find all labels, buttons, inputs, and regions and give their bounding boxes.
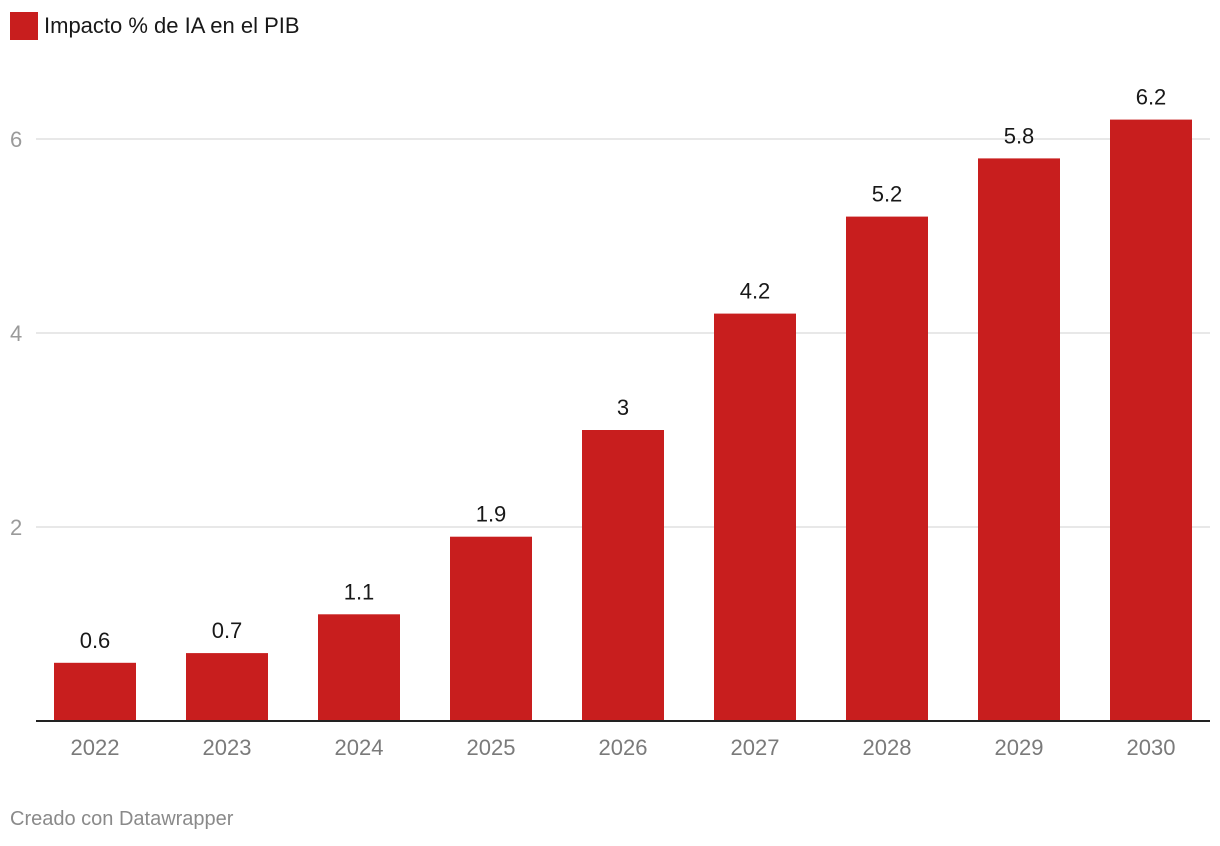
value-label-2022: 0.6 <box>80 628 111 653</box>
x-tick-label-2027: 2027 <box>731 735 780 760</box>
x-tick-label-2022: 2022 <box>71 735 120 760</box>
value-label-2030: 6.2 <box>1136 85 1167 110</box>
value-label-2023: 0.7 <box>212 618 243 643</box>
bar-2026 <box>582 430 664 721</box>
x-tick-label-2029: 2029 <box>995 735 1044 760</box>
legend-label: Impacto % de IA en el PIB <box>44 13 300 38</box>
bar-2027 <box>714 313 796 721</box>
value-label-2024: 1.1 <box>344 579 375 604</box>
bars <box>54 119 1192 722</box>
bar-2030 <box>1110 119 1192 722</box>
bar-2029 <box>978 158 1060 721</box>
y-tick-label: 6 <box>10 127 22 152</box>
value-label-2026: 3 <box>617 395 629 420</box>
x-tick-label-2025: 2025 <box>467 735 516 760</box>
y-tick-label: 2 <box>10 515 22 540</box>
bar-2024 <box>318 614 400 721</box>
bar-2025 <box>450 536 532 721</box>
legend-swatch <box>10 12 38 40</box>
bar-2028 <box>846 216 928 721</box>
value-label-2025: 1.9 <box>476 502 507 527</box>
x-axis-ticks: 2022 2023 2024 2025 2026 2027 2028 2029 2030 <box>71 735 1176 760</box>
bar-2022 <box>54 662 136 721</box>
value-label-2028: 5.2 <box>872 182 903 207</box>
x-tick-label-2023: 2023 <box>203 735 252 760</box>
bar-2023 <box>186 653 268 721</box>
value-label-2029: 5.8 <box>1004 123 1035 148</box>
value-labels: 0.6 0.7 1.1 1.9 3 4.2 5.2 5.8 6.2 <box>80 85 1167 653</box>
y-axis-ticks: 2 4 6 <box>10 127 22 540</box>
credit-footer: Creado con Datawrapper <box>10 808 234 830</box>
y-tick-label: 4 <box>10 321 22 346</box>
legend: Impacto % de IA en el PIB <box>10 12 300 40</box>
x-tick-label-2026: 2026 <box>599 735 648 760</box>
x-tick-label-2030: 2030 <box>1127 735 1176 760</box>
value-label-2027: 4.2 <box>740 279 771 304</box>
x-tick-label-2028: 2028 <box>863 735 912 760</box>
x-tick-label-2024: 2024 <box>335 735 384 760</box>
